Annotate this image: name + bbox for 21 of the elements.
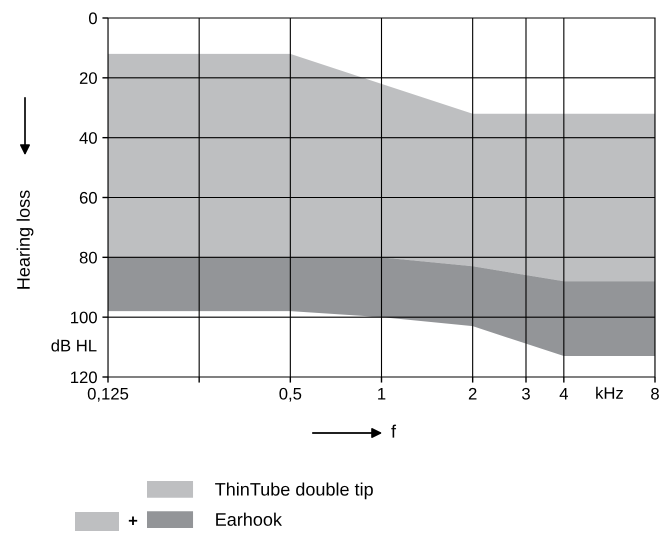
x-tick-label: 0,5 <box>279 388 302 402</box>
y-tick-label: 100 <box>71 312 97 324</box>
y-axis-title: Hearing loss <box>16 190 34 289</box>
x-tick-label: 8 <box>651 388 659 400</box>
x-tick-label: 0,125 <box>88 388 128 402</box>
x-tick-label: 1 <box>378 388 386 400</box>
text: dB HL <box>51 339 97 352</box>
y-tick-label: 0 <box>88 12 97 24</box>
y-tick-label: 40 <box>79 132 97 144</box>
x-tick-label: 2 <box>468 388 476 400</box>
y-tick-label: 20 <box>80 72 97 84</box>
x-axis-title: f <box>391 424 396 438</box>
x-tick-label: 4 <box>560 388 568 400</box>
x-tick-label: 3 <box>522 388 530 400</box>
y-tick-label: 80 <box>80 252 97 264</box>
y-tick-label: 60 <box>80 192 97 204</box>
y-tick-label: 120 <box>71 371 97 384</box>
text: kHz <box>596 386 623 399</box>
legend-label: Earhook <box>216 512 282 526</box>
legend-label: ThinTube double tip <box>215 482 373 500</box>
text: + <box>128 516 138 525</box>
